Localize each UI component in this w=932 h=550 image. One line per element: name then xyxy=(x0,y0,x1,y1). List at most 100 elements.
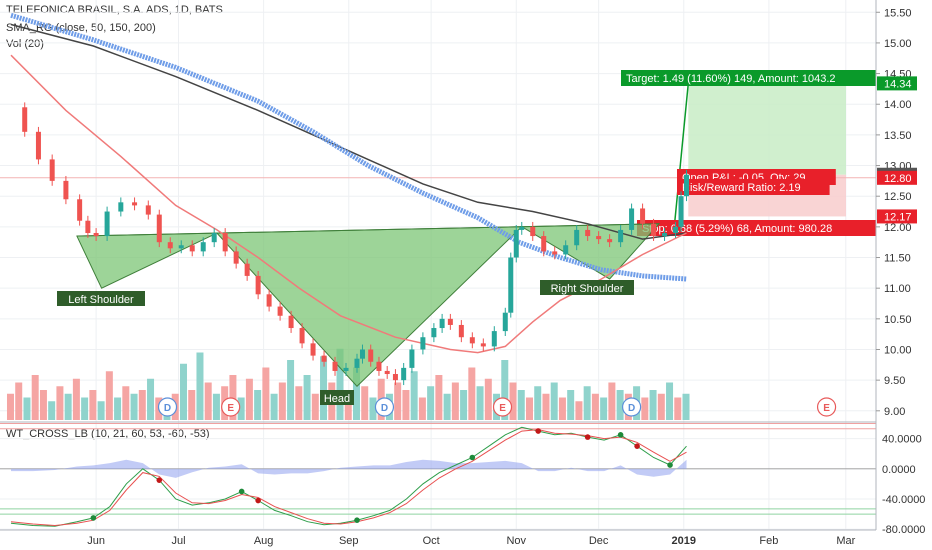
volume-bar xyxy=(666,382,674,420)
candle-body xyxy=(255,275,261,295)
cross-dot xyxy=(90,515,97,521)
candle-body xyxy=(502,312,508,332)
candle-body xyxy=(469,337,475,344)
earnings-marker xyxy=(221,397,241,417)
candle-body xyxy=(392,374,398,381)
left-shoulder-shape xyxy=(76,232,218,289)
position-box: Target: 1.49 (11.60%) 149, Amount: 1043.… xyxy=(0,70,886,236)
volume-bar xyxy=(303,375,311,420)
volume-bar xyxy=(278,382,286,420)
volume-bar xyxy=(468,367,476,420)
volume-bar xyxy=(542,393,550,420)
oscillator-label: WT_CROSS_LB (10, 21, 60, 53, -60, -53) xyxy=(6,428,210,440)
time-tick-label: Mar xyxy=(836,535,855,547)
volume-bar xyxy=(591,393,599,420)
candle-body xyxy=(310,343,316,356)
oscillator-histogram xyxy=(10,459,687,478)
cross-dot xyxy=(617,432,624,438)
volume-bar xyxy=(147,378,155,420)
volume-bar xyxy=(138,390,146,420)
volume-bar xyxy=(229,375,237,420)
candle-body xyxy=(640,208,646,224)
candle-body xyxy=(35,131,41,160)
volume-bar xyxy=(550,382,558,420)
cross-dot xyxy=(535,428,542,434)
volume-bar xyxy=(682,393,690,420)
price-tick-label: 9.00 xyxy=(884,406,905,418)
price-tick-label: 9.50 xyxy=(884,375,905,387)
cross-dot xyxy=(667,462,673,468)
candle-body xyxy=(629,208,635,230)
price-tick-label: 14.00 xyxy=(884,99,912,111)
volume-bar xyxy=(443,393,451,420)
volume-bar xyxy=(48,401,56,420)
volume-bar xyxy=(402,390,410,420)
candle-body xyxy=(491,331,497,347)
head-label-bg xyxy=(320,390,354,405)
time-axis: Jun Jul Aug Sep Oct Nov Dec 2019 Feb Mar xyxy=(0,529,876,547)
right-shoulder-label: Right Shoulder xyxy=(551,283,624,295)
time-tick-label: Sep xyxy=(339,535,359,547)
dividend-marker xyxy=(157,397,178,417)
volume-bar xyxy=(245,378,253,420)
candle-body xyxy=(299,328,305,344)
price-tick-label: 15.50 xyxy=(884,7,912,19)
time-tick-label: Aug xyxy=(254,535,274,547)
candle-body xyxy=(277,306,283,316)
candle-body xyxy=(288,315,294,329)
volume-bar xyxy=(336,348,344,420)
volume-bar xyxy=(320,356,328,420)
volume-bar xyxy=(435,375,443,420)
price-axis: 15.5015.0014.5014.0013.5013.0012.5012.00… xyxy=(875,0,932,550)
time-tick-label: Dec xyxy=(589,535,609,547)
candle-body xyxy=(480,343,486,347)
time-tick-label: 2019 xyxy=(672,535,696,547)
volume-bar xyxy=(64,393,72,420)
volume-bar xyxy=(583,386,591,420)
volume-bar xyxy=(114,397,122,420)
dividend-marker xyxy=(374,397,395,417)
volume-bar xyxy=(616,390,624,420)
volume-bar xyxy=(451,382,459,420)
volume-bar xyxy=(287,360,295,420)
price-tick-label: 12.50 xyxy=(884,191,912,203)
price-tag: 12.17 xyxy=(884,211,912,223)
volume-bar xyxy=(179,363,187,420)
candle-body xyxy=(651,223,657,237)
cross-dot xyxy=(255,497,261,504)
event-letter: D xyxy=(381,403,388,414)
candle-body xyxy=(552,251,558,255)
candle-body xyxy=(420,337,426,350)
volume-bar xyxy=(460,390,468,420)
volume-bar xyxy=(15,382,23,420)
volume-bar xyxy=(484,378,492,420)
cross-dot xyxy=(469,454,476,461)
candle-body xyxy=(409,349,415,368)
candle-body xyxy=(49,159,55,181)
candle-body xyxy=(673,226,679,233)
volume-bar xyxy=(311,393,319,420)
price-tag-bg xyxy=(877,209,917,224)
volume-bar xyxy=(23,397,31,420)
candle-body xyxy=(200,242,206,252)
candle-body xyxy=(178,245,184,249)
left-shoulder-label-bg xyxy=(57,291,145,306)
candle-body xyxy=(132,202,138,206)
price-tick-label: 10.50 xyxy=(884,314,912,326)
candle-body xyxy=(167,242,173,249)
candle-body xyxy=(618,229,624,243)
volume-bar xyxy=(575,401,583,420)
price-tick-label: 12.00 xyxy=(884,222,912,234)
price-tick-label: 10.00 xyxy=(884,344,912,356)
volume-bar xyxy=(295,386,303,420)
candle-body xyxy=(332,361,338,371)
target-line xyxy=(673,83,690,227)
volume-bar xyxy=(122,386,130,420)
volume-bar xyxy=(262,367,270,420)
candle-body xyxy=(458,324,464,338)
candle-body xyxy=(266,294,272,307)
event-letter: E xyxy=(499,403,506,414)
candle-body xyxy=(77,199,83,221)
